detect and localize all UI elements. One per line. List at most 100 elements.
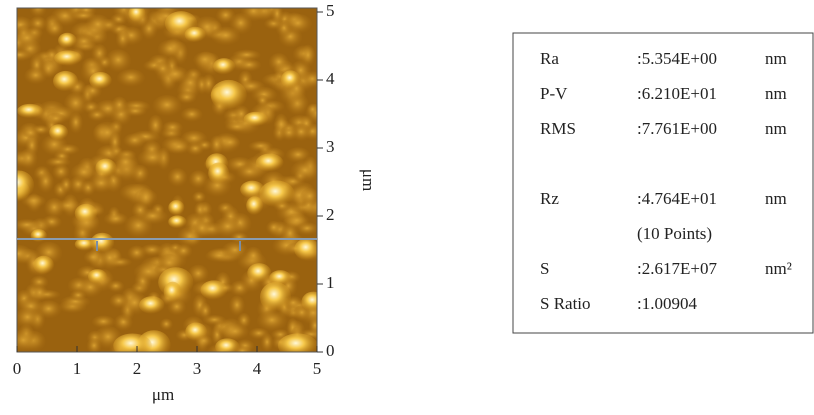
particle: [128, 8, 146, 23]
particle: [17, 103, 44, 119]
y-tick-label: 4: [326, 69, 335, 88]
grain: [52, 164, 70, 181]
grain: [17, 219, 42, 232]
grain: [167, 299, 187, 316]
y-tick-label: 3: [326, 137, 335, 156]
particle: [247, 263, 272, 283]
grain: [236, 58, 262, 72]
grain: [127, 245, 147, 262]
grain: [23, 127, 38, 139]
x-tick-label: 2: [133, 359, 142, 378]
grain: [44, 197, 65, 219]
grain: [86, 337, 102, 352]
grain: [300, 187, 317, 207]
param-unit: nm: [765, 84, 787, 103]
particle: [277, 333, 317, 352]
particle: [215, 338, 240, 352]
particle: [168, 215, 187, 229]
grain: [152, 95, 182, 117]
x-axis-label: μm: [152, 385, 174, 404]
particle: [168, 200, 185, 216]
grain: [232, 49, 261, 62]
grain: [109, 293, 129, 309]
param-value: :1.00904: [637, 294, 697, 313]
particle: [17, 170, 35, 201]
param-name: Rz: [540, 189, 559, 208]
particle: [139, 296, 165, 314]
particle: [54, 50, 82, 66]
grain: [24, 67, 48, 85]
profile-marker: [96, 241, 241, 251]
grain: [214, 216, 242, 238]
param-name: S: [540, 259, 549, 278]
param-value: :2.617E+07: [637, 259, 717, 278]
particle: [269, 270, 292, 286]
grain: [115, 29, 130, 50]
param-unit: nm: [765, 119, 787, 138]
grain: [113, 152, 138, 175]
grain: [17, 244, 33, 265]
grain: [306, 103, 317, 117]
param-name: S Ratio: [540, 294, 591, 313]
grain: [290, 160, 317, 183]
grain: [268, 53, 289, 73]
grain: [137, 149, 168, 168]
grain: [17, 329, 38, 352]
grain: [210, 26, 241, 46]
grain: [29, 8, 47, 19]
x-tick-label: 3: [193, 359, 202, 378]
grain: [85, 14, 111, 37]
y-tick-label: 1: [326, 273, 335, 292]
grain: [229, 295, 245, 317]
param-value: :5.354E+00: [637, 49, 717, 68]
particle: [49, 124, 69, 141]
grain: [300, 44, 316, 68]
grain: [240, 8, 267, 22]
grain: [123, 133, 147, 149]
grain: [147, 114, 164, 138]
particle: [74, 237, 96, 251]
grain: [199, 302, 212, 321]
particle: [301, 291, 317, 312]
particle: [208, 162, 230, 185]
particle: [163, 281, 182, 303]
grain: [69, 290, 87, 302]
grain: [295, 222, 317, 236]
grain: [153, 61, 173, 78]
param-name: RMS: [540, 119, 576, 138]
particle: [255, 153, 284, 172]
grain: [221, 323, 249, 341]
grain: [21, 194, 46, 209]
param-unit: nm: [765, 49, 787, 68]
particle: [53, 70, 79, 92]
particle: [294, 238, 317, 261]
particle: [259, 180, 295, 208]
particle: [280, 70, 301, 89]
grain: [167, 168, 188, 188]
grain: [37, 171, 54, 194]
x-tick-label: 4: [253, 359, 262, 378]
grain: [87, 109, 107, 122]
y-tick-label: 5: [326, 1, 335, 20]
particle: [246, 196, 264, 216]
particle: [200, 280, 228, 300]
grain: [230, 232, 249, 244]
param-value: :4.764E+01: [637, 189, 717, 208]
grain: [157, 39, 184, 60]
particle: [30, 229, 47, 242]
grain: [174, 244, 193, 259]
grain: [187, 264, 209, 284]
grain: [224, 121, 250, 133]
param-name: P-V: [540, 84, 568, 103]
grain: [31, 284, 48, 302]
x-tick-label: 1: [73, 359, 82, 378]
grain: [166, 140, 192, 155]
particle: [210, 79, 247, 111]
particle: [259, 281, 292, 313]
grain: [45, 20, 64, 38]
grain: [256, 94, 269, 107]
x-tick-label: 5: [313, 359, 322, 378]
grain: [209, 135, 224, 156]
grain: [103, 212, 128, 227]
grain: [188, 170, 208, 189]
